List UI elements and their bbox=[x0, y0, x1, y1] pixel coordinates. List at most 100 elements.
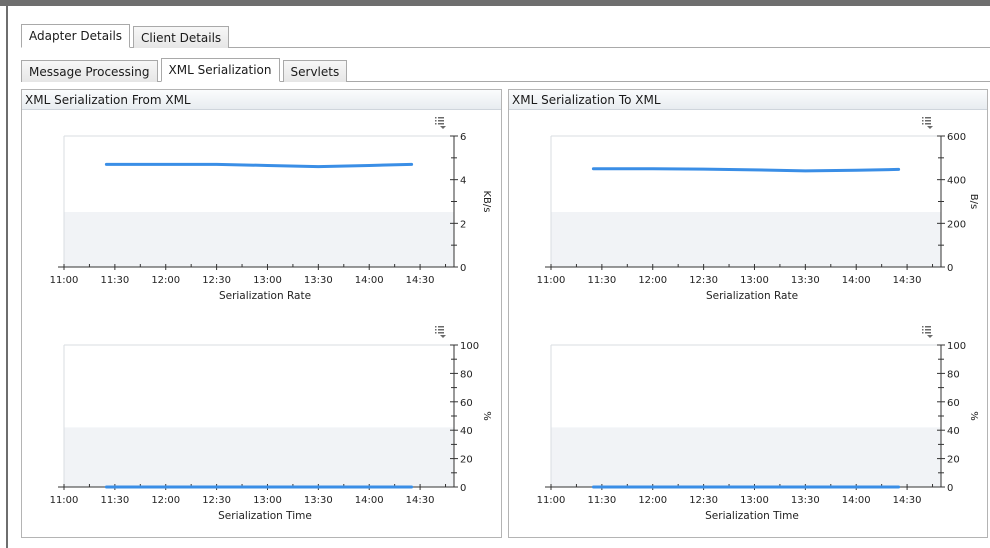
tab-xml-serialization[interactable]: XML Serialization bbox=[160, 58, 280, 82]
series-point bbox=[368, 164, 370, 166]
list-options-icon[interactable] bbox=[922, 326, 933, 338]
y-tick-label: 400 bbox=[947, 176, 966, 187]
x-tick-label: 11:00 bbox=[50, 275, 79, 286]
plot-band bbox=[551, 211, 941, 267]
series-point bbox=[592, 168, 594, 170]
series-point bbox=[592, 486, 594, 488]
x-tick-label: 14:00 bbox=[842, 495, 871, 506]
x-tick-label: 13:00 bbox=[253, 495, 282, 506]
top-tab-bar: Adapter Details Client Details bbox=[21, 24, 990, 48]
x-tick-label: 14:00 bbox=[842, 275, 871, 286]
chart-to-xml-rate: 11:00 11:30 12:00 12:30 13:00 13:30 14:00 14:30… bbox=[537, 117, 979, 302]
tab-servlets[interactable]: Servlets bbox=[282, 60, 348, 82]
series-point bbox=[105, 486, 107, 488]
series-point bbox=[652, 168, 654, 170]
x-tick-label: 12:30 bbox=[202, 275, 231, 286]
x-tick-label: 11:30 bbox=[587, 275, 616, 286]
plot-band bbox=[551, 427, 941, 487]
y-tick-label: 0 bbox=[460, 263, 466, 274]
chart-from-xml-time: 11:00 11:30 12:00 12:30 13:00 13:30 14:00 14:30… bbox=[50, 326, 492, 522]
x-tick-label: 14:30 bbox=[893, 275, 922, 286]
series-point bbox=[753, 486, 755, 488]
y-tick-label: 80 bbox=[947, 369, 960, 380]
plot-band bbox=[64, 427, 454, 487]
y-axis-label: % bbox=[481, 411, 492, 421]
panel-title: XML Serialization From XML bbox=[22, 90, 501, 110]
y-tick-label: 100 bbox=[460, 341, 479, 352]
sub-tab-bar: Message Processing XML Serialization Ser… bbox=[21, 57, 990, 82]
x-tick-label: 14:30 bbox=[893, 495, 922, 506]
series-point bbox=[266, 164, 268, 166]
x-tick-label: 13:30 bbox=[791, 275, 820, 286]
x-tick-label: 13:30 bbox=[304, 495, 333, 506]
tab-adapter-details[interactable]: Adapter Details bbox=[21, 24, 131, 48]
series-point bbox=[105, 163, 107, 165]
y-axis-label: KB/s bbox=[481, 191, 492, 213]
panel-to-xml: XML Serialization To XML 11:00 11:30 12:00… bbox=[508, 89, 988, 538]
list-options-icon[interactable] bbox=[435, 326, 446, 338]
x-tick-label: 13:00 bbox=[740, 275, 769, 286]
series-point bbox=[898, 486, 900, 488]
x-tick-label: 13:30 bbox=[791, 495, 820, 506]
y-tick-label: 0 bbox=[947, 483, 953, 494]
x-tick-label: 14:00 bbox=[355, 275, 384, 286]
y-tick-label: 600 bbox=[947, 132, 966, 143]
y-tick-label: 60 bbox=[460, 398, 473, 409]
x-axis-label: Serialization Rate bbox=[219, 290, 311, 302]
series-point bbox=[266, 486, 268, 488]
x-tick-label: 13:30 bbox=[304, 275, 333, 286]
series-line bbox=[104, 162, 414, 169]
sub-tab-bar-line bbox=[21, 81, 990, 82]
x-tick-label: 14:30 bbox=[406, 275, 435, 286]
x-tick-label: 12:00 bbox=[638, 495, 667, 506]
x-tick-label: 12:30 bbox=[689, 275, 718, 286]
y-tick-label: 200 bbox=[947, 219, 966, 230]
series-point bbox=[703, 486, 705, 488]
x-tick-label: 12:00 bbox=[638, 275, 667, 286]
series-point bbox=[411, 163, 413, 165]
y-tick-label: 20 bbox=[947, 455, 960, 466]
list-options-icon[interactable] bbox=[435, 117, 446, 129]
series-point bbox=[317, 166, 319, 168]
series-point bbox=[898, 168, 900, 170]
y-tick-label: 6 bbox=[460, 132, 466, 143]
list-options-icon[interactable] bbox=[922, 117, 933, 129]
series-point bbox=[216, 163, 218, 165]
series-point bbox=[804, 170, 806, 172]
series-point bbox=[165, 163, 167, 165]
tab-client-details[interactable]: Client Details bbox=[133, 26, 230, 48]
series-point bbox=[753, 169, 755, 171]
series-point bbox=[165, 486, 167, 488]
chart-from-xml-rate: 11:00 11:30 12:00 12:30 13:00 13:30 14:00 14:30… bbox=[50, 117, 492, 302]
tab-message-processing[interactable]: Message Processing bbox=[21, 60, 158, 82]
series-point bbox=[216, 486, 218, 488]
x-tick-label: 14:30 bbox=[406, 495, 435, 506]
window-top-border bbox=[0, 0, 990, 6]
y-tick-label: 40 bbox=[947, 426, 960, 437]
top-tab-bar-line bbox=[21, 47, 990, 48]
plot-band bbox=[64, 211, 454, 267]
y-tick-label: 100 bbox=[947, 341, 966, 352]
series-point bbox=[804, 486, 806, 488]
series-point bbox=[855, 486, 857, 488]
series-point bbox=[855, 169, 857, 171]
x-axis-label: Serialization Time bbox=[218, 510, 312, 522]
series-line bbox=[591, 167, 901, 173]
y-tick-label: 0 bbox=[460, 483, 466, 494]
y-tick-label: 60 bbox=[947, 398, 960, 409]
x-tick-label: 12:30 bbox=[202, 495, 231, 506]
x-axis-label: Serialization Time bbox=[705, 510, 799, 522]
window-left-border bbox=[6, 6, 8, 548]
y-tick-label: 2 bbox=[460, 219, 466, 230]
y-tick-label: 4 bbox=[460, 176, 466, 187]
y-tick-label: 40 bbox=[460, 426, 473, 437]
x-tick-label: 13:00 bbox=[253, 275, 282, 286]
panel-title: XML Serialization To XML bbox=[509, 90, 987, 110]
y-tick-label: 0 bbox=[947, 263, 953, 274]
x-tick-label: 11:30 bbox=[100, 275, 129, 286]
y-tick-label: 20 bbox=[460, 455, 473, 466]
x-tick-label: 11:30 bbox=[587, 495, 616, 506]
y-axis-label: B/s bbox=[968, 194, 979, 209]
series-point bbox=[411, 486, 413, 488]
series-point bbox=[317, 486, 319, 488]
